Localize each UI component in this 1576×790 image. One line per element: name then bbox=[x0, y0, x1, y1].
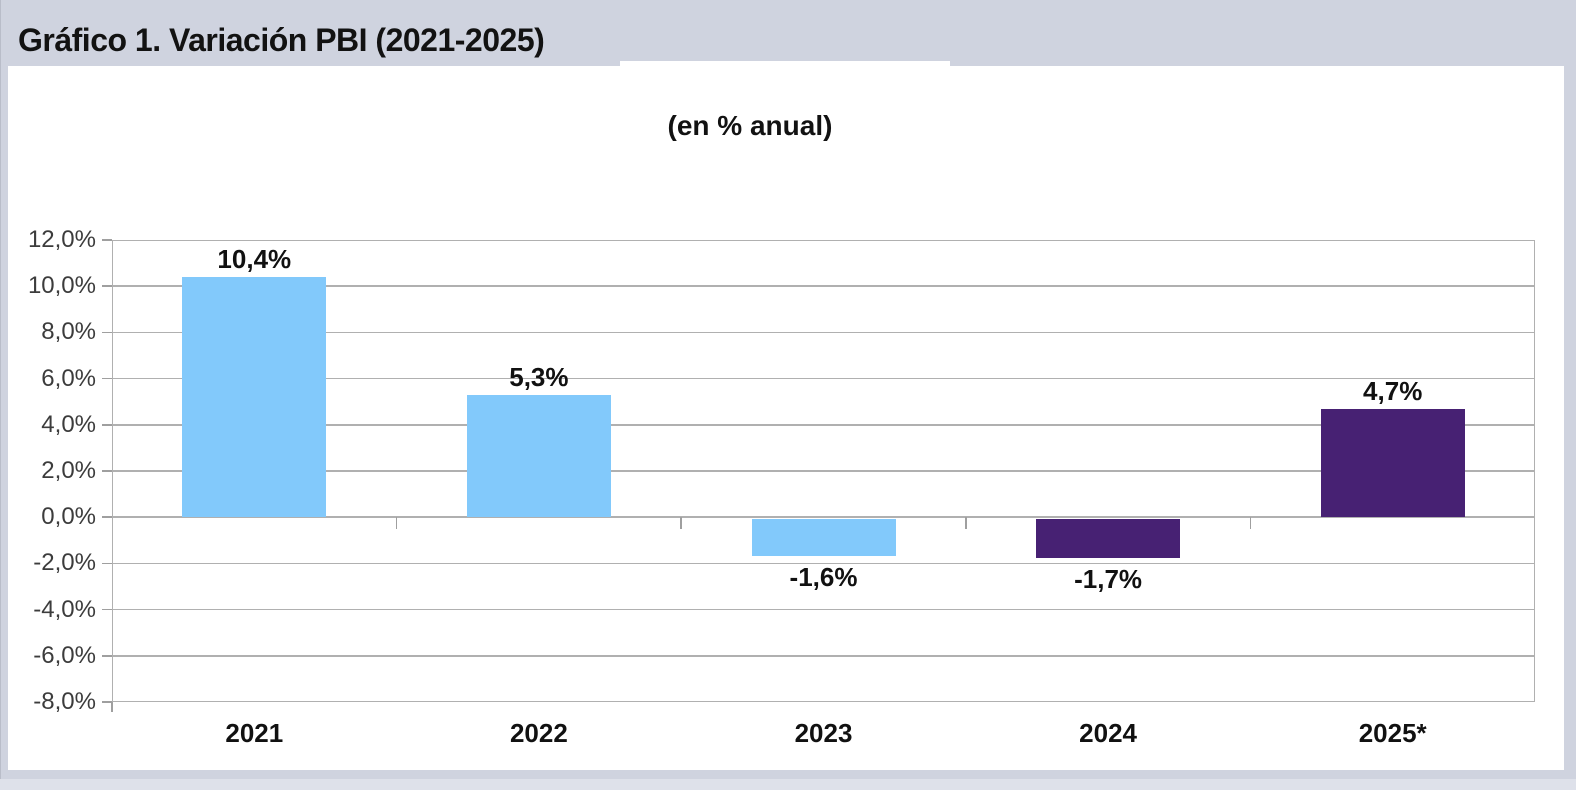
gridline bbox=[112, 655, 1535, 657]
y-axis-tick-label: 10,0% bbox=[27, 272, 96, 300]
bar-value-label: 4,7% bbox=[1363, 375, 1423, 406]
page-title: Gráfico 1. Variación PBI (2021-2025) bbox=[18, 22, 545, 58]
y-axis-tick-label: 6,0% bbox=[41, 364, 96, 392]
y-axis-tick bbox=[102, 377, 112, 380]
y-axis-tick bbox=[102, 655, 112, 657]
bar-value-label: -1,6% bbox=[789, 562, 858, 593]
y-axis-tick-label: -6,0% bbox=[33, 641, 96, 669]
x-axis-tick bbox=[965, 517, 967, 530]
y-axis-tick bbox=[102, 331, 112, 334]
gridline bbox=[112, 470, 1535, 472]
x-axis-category-label: 2021 bbox=[225, 718, 284, 748]
y-axis-tick-label: 2,0% bbox=[41, 457, 96, 484]
gridline bbox=[112, 285, 1535, 287]
y-axis-tick-label: -8,0% bbox=[33, 688, 96, 715]
chart-subtitle: (en % anual) bbox=[667, 110, 833, 141]
y-axis-tick-label: -2,0% bbox=[33, 549, 96, 577]
y-axis-tick bbox=[102, 424, 112, 426]
y-axis-tick bbox=[102, 285, 112, 287]
y-axis-tick bbox=[102, 516, 112, 518]
x-axis-category-label: 2023 bbox=[794, 718, 853, 748]
bottom-margin-strip bbox=[0, 779, 1576, 790]
gridline bbox=[112, 424, 1535, 426]
y-axis-tick-label: 4,0% bbox=[41, 410, 96, 438]
bar-2025* bbox=[1320, 408, 1465, 518]
y-axis-tick bbox=[102, 239, 112, 241]
bar-2023 bbox=[751, 518, 896, 556]
y-axis-tick bbox=[102, 701, 112, 703]
bar-2024 bbox=[1036, 518, 1181, 558]
y-axis-tick bbox=[102, 562, 112, 565]
x-axis-tick bbox=[1249, 517, 1252, 530]
x-axis-category-label: 2024 bbox=[1079, 718, 1138, 748]
bar-value-label: -1,7% bbox=[1074, 564, 1143, 595]
y-axis-tick-label: 12,0% bbox=[27, 226, 96, 253]
bar-2022 bbox=[466, 394, 611, 518]
gridline bbox=[112, 331, 1535, 334]
x-axis-end-tick bbox=[111, 702, 113, 712]
y-axis-tick-label: 8,0% bbox=[41, 318, 96, 346]
bar-value-label: 10,4% bbox=[217, 243, 292, 274]
chart-header: Gráfico 1. Variación PBI (2021-2025) bbox=[0, 0, 1576, 66]
x-axis-tick bbox=[395, 517, 398, 530]
x-axis-category-label: 2022 bbox=[509, 718, 568, 748]
y-axis-tick bbox=[102, 470, 112, 472]
x-axis-category-label: 2025* bbox=[1358, 718, 1427, 748]
y-axis-tick-label: 0,0% bbox=[41, 503, 96, 531]
gridline bbox=[112, 608, 1535, 611]
bar-2021 bbox=[182, 276, 327, 518]
x-axis-tick bbox=[680, 517, 682, 530]
y-axis-tick bbox=[102, 608, 112, 611]
y-axis-tick-label: -4,0% bbox=[33, 595, 96, 623]
gridline bbox=[112, 377, 1535, 380]
gridline bbox=[112, 516, 1535, 518]
gridline bbox=[112, 562, 1535, 565]
bar-value-label: 5,3% bbox=[509, 361, 569, 392]
panel-top-tab bbox=[620, 61, 950, 69]
